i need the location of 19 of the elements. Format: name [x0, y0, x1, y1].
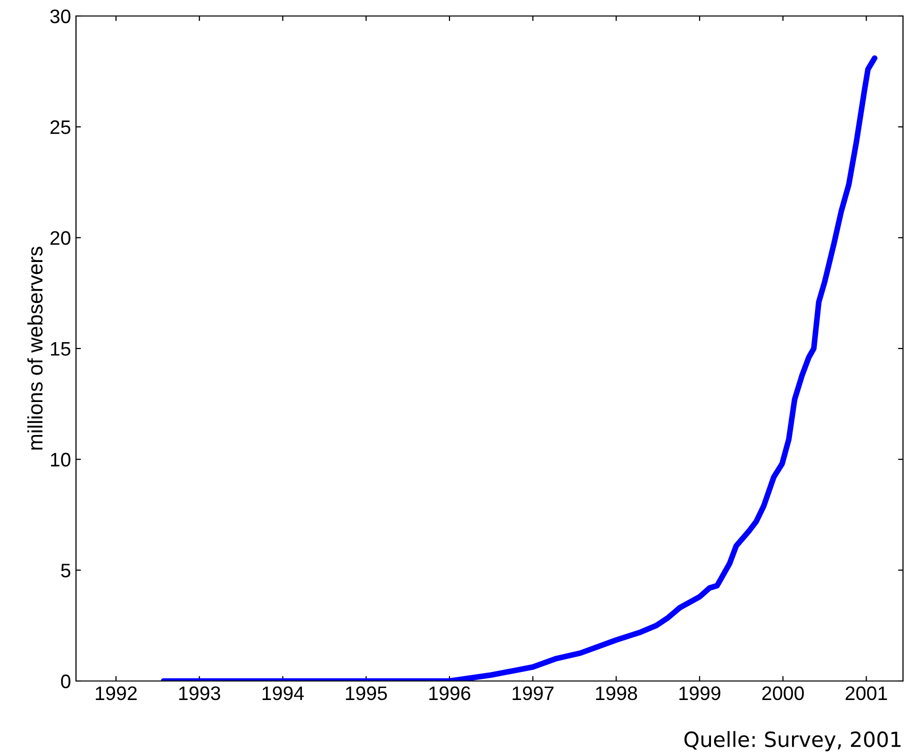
y-tick-label: 10 [50, 452, 70, 467]
x-tick-label: 1994 [262, 686, 304, 700]
y-tick-label: 15 [50, 342, 70, 356]
x-tick-label: 1995 [346, 686, 387, 700]
y-tick-label: 30 [50, 9, 70, 24]
x-tick-label: 1992 [96, 686, 137, 700]
y-tick-label: 20 [50, 231, 70, 245]
y-tick-label: 25 [50, 120, 70, 134]
x-tick-label: 1999 [679, 686, 720, 700]
x-tick-label: 2001 [846, 686, 887, 700]
x-tick-label: 1993 [179, 686, 220, 700]
x-tick-label: 1998 [596, 686, 637, 700]
x-tick-label: 1996 [429, 686, 470, 700]
source-note: Quelle: Survey, 2001 [684, 731, 901, 752]
y-tick-label: 0 [61, 674, 70, 688]
y-axis-title: millions of webservers [27, 246, 43, 450]
y-tick-label: 5 [61, 564, 70, 578]
x-tick-label: 2000 [762, 686, 804, 700]
x-tick-label: 1997 [512, 686, 554, 700]
